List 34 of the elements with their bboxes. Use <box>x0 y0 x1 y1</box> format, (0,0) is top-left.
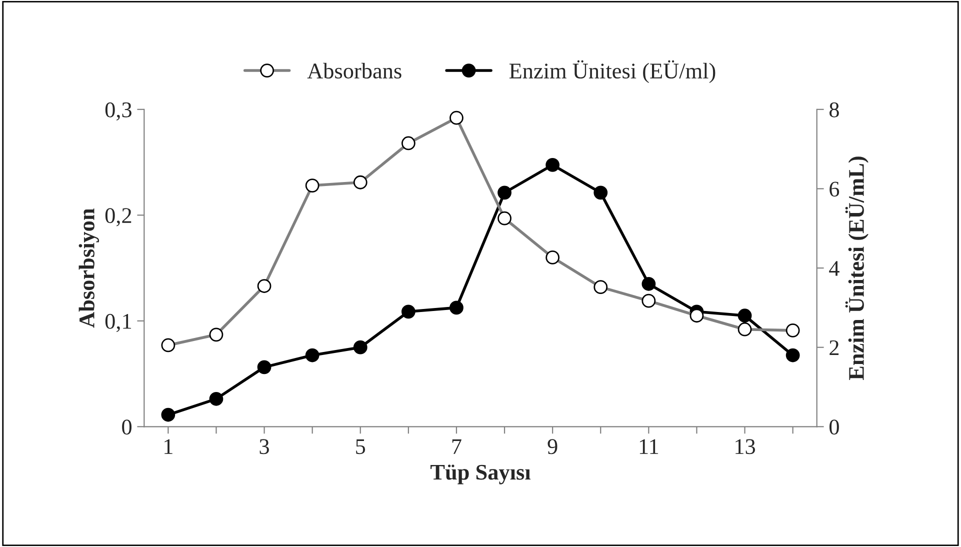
y2-axis-title: Enzim Ünitesi (EÜ/mL) <box>845 156 868 380</box>
point <box>209 392 224 406</box>
x-tick-label: 3 <box>260 439 269 454</box>
point <box>498 186 512 200</box>
point <box>546 158 560 172</box>
point <box>786 348 800 362</box>
y-tick-label: 0 <box>122 420 132 435</box>
point <box>594 186 608 200</box>
y2-tick-label: 6 <box>830 182 840 197</box>
y2-tick-label: 0 <box>830 420 839 435</box>
y-tick-label: 0,3 <box>105 102 132 121</box>
y2-tick-label: 4 <box>829 261 840 276</box>
y-tick-label: 0,1 <box>105 314 132 332</box>
x-tick-label: 11 <box>640 439 658 454</box>
y-tick-label: 0,2 <box>105 208 132 226</box>
y2-tick-label: 2 <box>830 340 839 356</box>
x-tick-label: 5 <box>356 439 366 454</box>
point <box>257 360 272 374</box>
point <box>450 300 464 315</box>
point <box>161 408 176 422</box>
point <box>642 276 656 291</box>
point <box>305 348 320 362</box>
legend-label: Enzim Ünitesi (EÜ/ml) <box>509 60 716 84</box>
point <box>738 308 752 323</box>
y-axis-title: Absorbsiyon <box>78 208 100 328</box>
point <box>353 340 368 354</box>
x-axis-title: Tüp Sayısı <box>430 464 531 484</box>
point <box>401 304 416 319</box>
y2-tick-label: 8 <box>830 102 839 118</box>
x-tick-label: 13 <box>736 439 756 454</box>
x-tick-label: 7 <box>452 439 462 454</box>
x-tick-label: 1 <box>164 439 172 454</box>
legend-label: Absorbans <box>307 62 402 79</box>
x-tick-label: 9 <box>548 439 558 454</box>
